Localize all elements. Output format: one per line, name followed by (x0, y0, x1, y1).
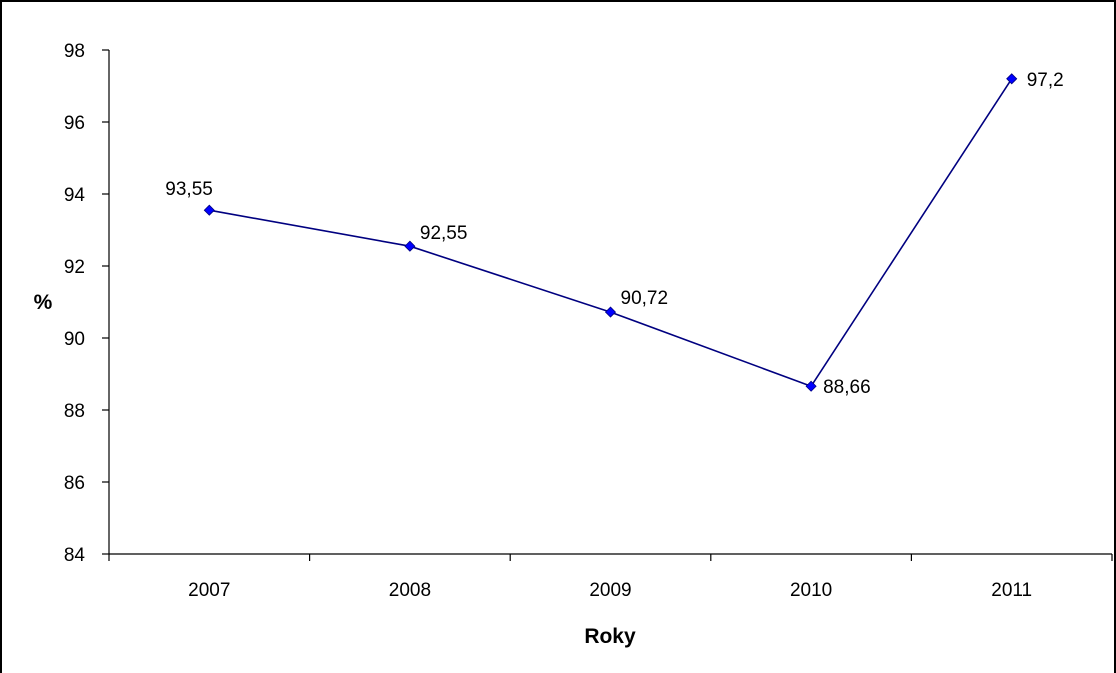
data-point (404, 240, 416, 252)
data-point (203, 204, 215, 216)
y-tick-label: 84 (64, 545, 86, 566)
data-point (1006, 73, 1018, 85)
axes: 84 86 88 90 92 94 96 98 2007 2008 2009 2010 2011 (64, 41, 1113, 601)
y-tick-label: 94 (64, 185, 86, 206)
x-tick-label: 2011 (991, 580, 1032, 601)
x-axis-title: Roky (584, 625, 636, 648)
y-tick-label: 98 (64, 41, 85, 62)
x-tick-label: 2010 (790, 580, 832, 601)
x-tick-label: 2009 (589, 580, 631, 601)
series-line (209, 78, 1013, 388)
data-label: 93,55 (165, 179, 213, 200)
x-tick-label: 2007 (188, 580, 230, 601)
data-point (604, 306, 617, 318)
data-label: 97,2 (1027, 70, 1064, 91)
data-label: 88,66 (823, 377, 871, 398)
y-axis-title: % (34, 291, 53, 314)
y-tick-label: 90 (64, 329, 85, 350)
series-group (203, 73, 1018, 392)
data-point (805, 380, 817, 392)
y-tick-label: 92 (64, 257, 85, 278)
x-tick-label: 2008 (389, 580, 431, 601)
data-label: 92,55 (420, 223, 468, 244)
y-tick-label: 88 (64, 401, 85, 422)
labels-group: 93,55 92,55 90,72 88,66 97,2 (165, 70, 1063, 398)
data-label: 90,72 (621, 288, 669, 309)
y-tick-label: 96 (64, 113, 85, 134)
y-tick-label: 86 (64, 473, 85, 494)
